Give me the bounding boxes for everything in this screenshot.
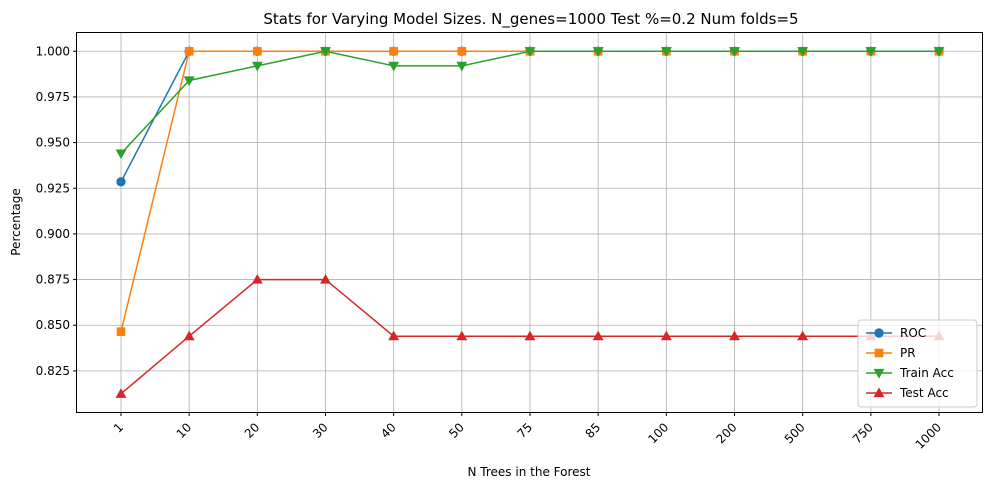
series-layer xyxy=(115,46,945,398)
data-point-pr xyxy=(389,46,398,56)
data-point-train-acc xyxy=(388,61,400,72)
y-tick-label: 0.975 xyxy=(36,90,70,104)
legend-marker xyxy=(874,328,884,338)
legend: ROC PR Train Acc Test Acc xyxy=(857,319,978,408)
data-point-train-acc xyxy=(865,47,877,57)
data-point-test-acc xyxy=(115,388,127,398)
grid-lines xyxy=(77,33,982,412)
data-point-test-acc xyxy=(592,330,604,341)
data-point-test-acc xyxy=(660,330,672,341)
legend-marker xyxy=(873,368,885,379)
legend-marker xyxy=(874,348,884,358)
y-tick-label: 0.850 xyxy=(36,318,70,332)
legend-box xyxy=(857,319,978,408)
data-point-train-acc xyxy=(524,47,536,57)
y-tick-label: 0.950 xyxy=(36,136,70,150)
y-axis: 0.825 0.850 0.875 0.900 0.925 0.950 0.975 1.000 xyxy=(36,44,77,378)
data-point-train-acc xyxy=(729,47,740,57)
legend-label: Train Acc xyxy=(899,366,954,380)
legend-item-pr: PR xyxy=(866,346,916,360)
y-tick-label: 0.900 xyxy=(36,227,70,241)
data-point-pr xyxy=(457,46,467,56)
data-point-test-acc xyxy=(729,330,740,341)
y-tick-label: 1.000 xyxy=(36,44,70,58)
data-point-train-acc xyxy=(456,61,468,72)
legend-label: ROC xyxy=(900,326,926,340)
legend-item-roc: ROC xyxy=(866,326,926,340)
data-point-test-acc xyxy=(456,330,468,341)
legend-label: Test Acc xyxy=(899,386,949,400)
data-point-roc xyxy=(116,177,126,187)
y-tick-label: 0.825 xyxy=(36,364,70,378)
legend-marker xyxy=(873,387,885,398)
data-point-test-acc xyxy=(251,273,263,284)
data-point-train-acc xyxy=(933,47,945,57)
data-point-train-acc xyxy=(660,47,672,57)
data-point-test-acc xyxy=(524,330,536,341)
legend-label: PR xyxy=(900,346,916,360)
data-point-train-acc xyxy=(183,76,195,87)
data-point-pr xyxy=(116,327,126,336)
y-axis-label: Percentage xyxy=(9,188,23,256)
chart-title: Stats for Varying Model Sizes. N_genes=1… xyxy=(263,10,798,29)
data-point-pr xyxy=(184,46,194,56)
data-point-train-acc xyxy=(115,149,127,160)
x-axis-label: N Trees in the Forest xyxy=(468,465,591,479)
y-tick-label: 0.925 xyxy=(36,181,70,195)
data-point-pr xyxy=(253,46,262,56)
data-point-test-acc xyxy=(388,330,400,341)
data-point-test-acc xyxy=(183,330,195,341)
series-train-acc xyxy=(115,47,945,160)
data-point-train-acc xyxy=(797,47,809,57)
data-point-test-acc xyxy=(320,273,331,284)
legend-item-test-acc: Test Acc xyxy=(866,386,949,400)
data-point-train-acc xyxy=(592,47,604,57)
data-point-train-acc xyxy=(320,47,331,57)
data-point-train-acc xyxy=(251,61,263,72)
data-point-test-acc xyxy=(797,330,809,341)
legend-item-train-acc: Train Acc xyxy=(866,366,954,380)
y-tick-label: 0.875 xyxy=(36,273,70,287)
